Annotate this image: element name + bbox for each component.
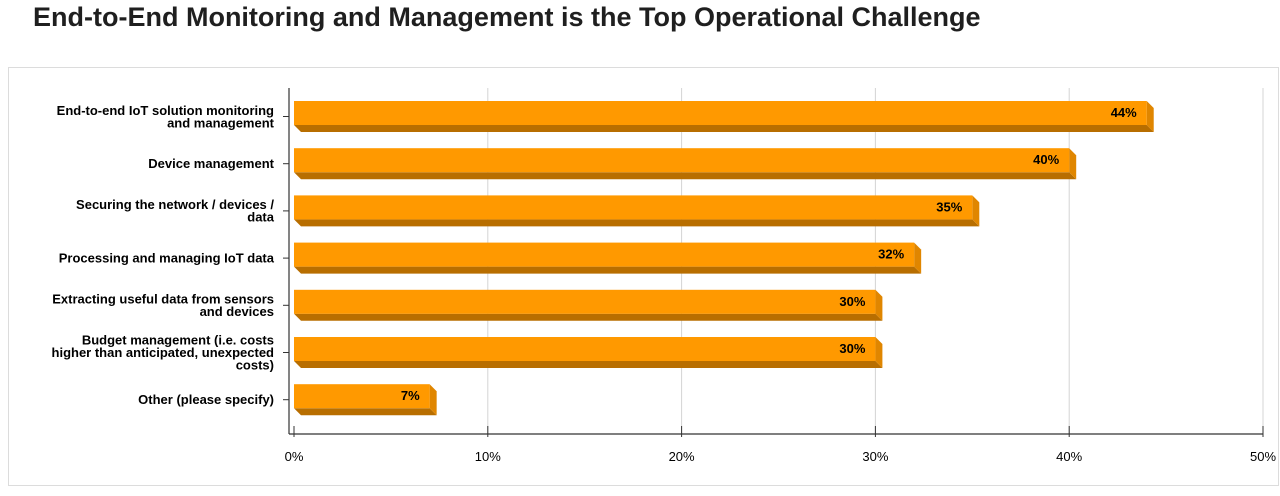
bar-side-face [1069, 148, 1077, 180]
bar-side-face [914, 242, 922, 274]
bar [294, 384, 430, 409]
x-tick-label: 20% [669, 449, 695, 464]
bar [294, 195, 973, 220]
category-label: Budget management (i.e. costs [82, 333, 274, 348]
data-label: 35% [936, 199, 962, 214]
chart-frame [8, 67, 1279, 486]
category-label: Extracting useful data from sensors [52, 292, 274, 307]
bar-side-face [972, 195, 980, 227]
bar-side-face [429, 384, 437, 416]
page-title: End-to-End Monitoring and Management is … [33, 2, 981, 32]
x-tick-label: 50% [1250, 449, 1276, 464]
bar-side-face [1146, 101, 1154, 132]
bar-bottom-face [294, 125, 1154, 132]
bar-bottom-face [294, 361, 883, 368]
x-tick-label: 40% [1056, 449, 1082, 464]
bar [294, 289, 876, 314]
bar [294, 148, 1070, 173]
category-label: End-to-end IoT solution monitoring [57, 103, 274, 118]
bar-side-face [875, 289, 883, 321]
data-label: 30% [839, 294, 865, 309]
x-tick-label: 0% [285, 449, 304, 464]
bar-bottom-face [294, 313, 883, 321]
data-label: 7% [401, 388, 420, 403]
data-label: 32% [878, 247, 904, 262]
x-tick-label: 10% [475, 449, 501, 464]
bar-bottom-face [294, 408, 437, 416]
category-label: and management [167, 115, 275, 130]
bar [294, 101, 1147, 125]
bar-bottom-face [294, 266, 922, 274]
category-label: costs) [236, 358, 274, 373]
bar-bottom-face [294, 172, 1077, 180]
category-label: and devices [200, 304, 274, 319]
x-tick-label: 30% [862, 449, 888, 464]
data-label: 44% [1111, 105, 1137, 120]
category-label: Processing and managing IoT data [59, 251, 275, 266]
category-label: Device management [148, 156, 274, 171]
category-label: higher than anticipated, unexpected [52, 345, 275, 360]
bar [294, 242, 915, 267]
data-label: 40% [1033, 152, 1059, 167]
bar-side-face [875, 337, 883, 368]
category-label: Securing the network / devices / [76, 197, 274, 212]
bar-bottom-face [294, 219, 980, 227]
category-label: Other (please specify) [138, 392, 274, 407]
bar [294, 337, 876, 361]
data-label: 30% [839, 341, 865, 356]
category-label: data [247, 210, 275, 225]
